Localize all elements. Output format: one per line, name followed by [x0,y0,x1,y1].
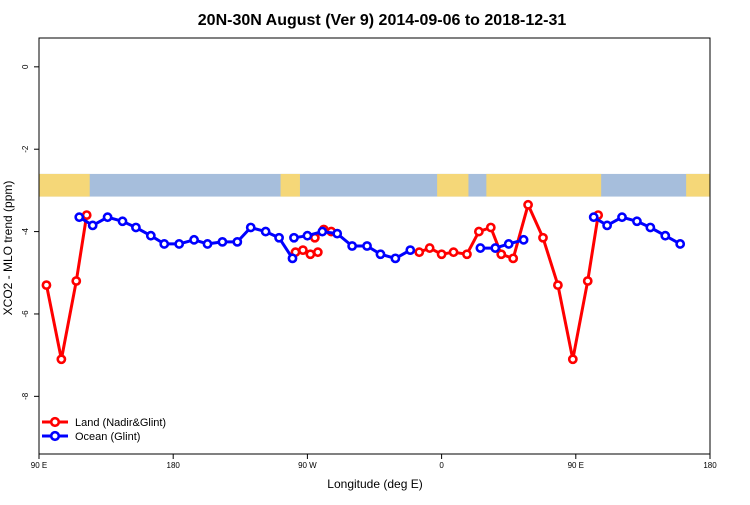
y-tick-label: -2 [21,145,30,153]
ocean-data-point [375,249,386,260]
ocean-data-point [675,239,686,249]
series-layer [41,199,686,365]
legend-ocean-marker [49,430,61,442]
land-data-point [567,354,578,365]
x-axis: 90 E 180 90 W 0 90 E 180 [31,454,717,470]
land-data-point [485,222,496,233]
map-land-block [39,173,90,197]
ocean-data-point [632,216,642,227]
ocean-data-point [289,232,299,243]
ocean-data-point [74,212,85,223]
ocean-data-point [260,226,271,237]
ocean-data-point [245,222,256,233]
ocean-series-line [480,238,524,250]
land-data-point [523,199,533,210]
map-strip [39,173,710,197]
ocean-data-point [189,234,199,245]
y-axis: 0 -2 -4 -6 -8 [21,64,39,400]
ocean-data-point [87,220,98,231]
land-data-point [448,247,459,258]
ocean-data-point [617,212,627,223]
land-series-line [45,214,89,361]
ocean-data-point [202,239,213,249]
land-data-point [424,243,435,253]
ocean-data-point [232,236,243,247]
land-data-point [71,276,82,286]
ocean-data-point [159,239,170,249]
map-land-block [280,173,300,197]
land-data-point [462,249,472,260]
land-data-point [538,232,548,243]
legend-ocean-label: Ocean (Glint) [75,431,140,443]
ocean-data-point [518,234,529,245]
y-tick-label: -4 [21,227,30,235]
ocean-data-point [390,253,401,264]
land-data-point [553,280,563,291]
ocean-data-point [347,241,358,251]
land-data-point [56,354,67,365]
ocean-data-point [317,226,328,237]
land-data-point [414,247,425,258]
ocean-data-point [602,220,613,231]
land-data-point [473,226,484,237]
ocean-data-point [362,241,372,251]
ocean-data-point [475,243,486,253]
land-data-point [305,249,316,260]
y-axis-label: XCO2 - MLO trend (ppm) [1,181,15,316]
map-land-block [686,173,710,197]
ocean-data-point [217,236,228,247]
map-land-block [486,173,602,197]
ocean-data-point [588,212,599,223]
legend-land-label: Land (Nadir&Glint) [75,417,166,429]
ocean-data-point [332,228,343,239]
land-data-point [41,280,52,291]
land-data-point [436,249,447,260]
chart-title: 20N-30N August (Ver 9) 2014-09-06 to 201… [198,12,567,29]
land-data-point [81,210,92,221]
land-data-point [496,249,507,260]
map-ocean-band [39,173,710,197]
x-tick-label: 180 [703,461,717,470]
ocean-data-point [131,222,141,233]
ocean-data-point [102,212,113,223]
x-tick-label: 0 [439,461,444,470]
land-data-point [582,276,593,286]
land-data-point [312,247,323,258]
ocean-data-point [645,222,656,233]
x-tick-label: 90 W [298,461,317,470]
ocean-data-point [274,232,284,243]
ocean-data-point [490,243,501,253]
plot-frame [38,37,711,455]
x-tick-label: 90 E [568,461,584,470]
x-tick-label: 90 E [31,461,47,470]
ocean-data-point [302,230,313,241]
x-tick-label: 180 [167,461,181,470]
ocean-data-point [174,239,185,249]
y-tick-label: -8 [21,392,30,400]
x-axis-label: Longitude (deg E) [327,477,422,491]
ocean-data-point [503,239,514,249]
ocean-data-point [117,216,128,227]
land-data-point [508,253,519,264]
ocean-data-point [405,245,416,256]
land-data-point [298,245,308,256]
y-tick-label: -6 [21,310,30,318]
y-tick-label: 0 [21,64,30,69]
ocean-data-point [145,230,156,241]
ocean-series-line [78,215,294,260]
legend-land-marker [49,416,61,428]
ocean-data-point [660,230,671,241]
legend: Land (Nadir&Glint) Ocean (Glint) [42,416,166,443]
map-land-block [437,173,469,197]
ocean-data-point [287,253,298,264]
land-series-line [418,203,600,361]
